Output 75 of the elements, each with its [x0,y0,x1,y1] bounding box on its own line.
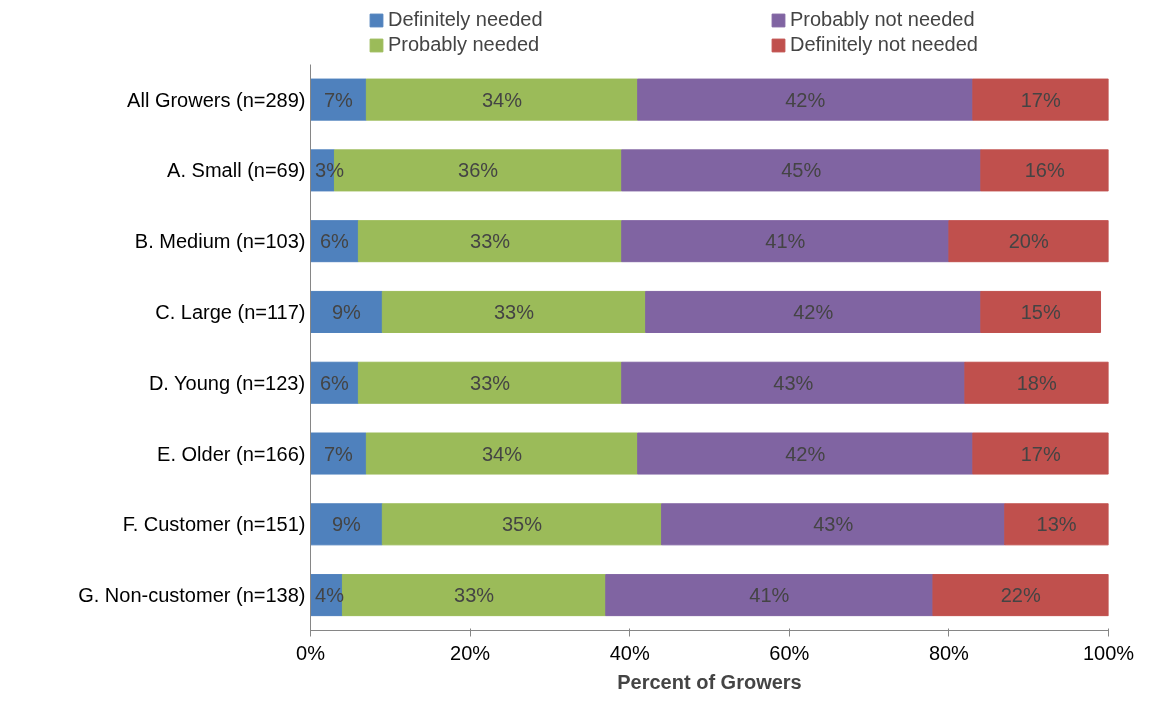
data-label: 41% [749,584,790,607]
x-tick-label: 40% [609,641,650,664]
bar [661,503,1006,546]
data-label: 22% [1000,584,1041,607]
legend-label: Definitely needed [388,8,544,31]
bar [310,78,367,121]
data-label: 34% [482,442,523,465]
data-label: 17% [1020,442,1061,465]
data-label: 41% [765,230,806,253]
bar [357,361,623,404]
data-label: 42% [793,300,834,323]
x-tick-label: 20% [450,641,491,664]
bar [972,432,1109,475]
bar [637,432,974,475]
x-tick-label: 100% [1082,641,1135,664]
data-label: 36% [458,159,499,182]
bar [637,78,974,121]
data-label: 6% [319,230,350,253]
bar [1004,503,1109,546]
x-tick-label: 60% [769,641,810,664]
bar [621,149,982,192]
data-label: 15% [1020,300,1061,323]
legend-label: Probably not needed [790,8,976,31]
bar [980,149,1109,192]
y-tick-label: F. Customer (n=151) [122,513,306,536]
data-label: 33% [454,584,495,607]
data-label: 35% [501,513,543,536]
data-label: 13% [1036,513,1077,536]
y-tick-label: C. Large (n=117) [155,300,306,323]
x-tick-label: 80% [928,641,970,664]
data-label: 16% [1024,159,1065,182]
bar [948,220,1109,263]
y-tick-label: B. Medium (n=103) [134,230,306,253]
bar [972,78,1109,121]
data-label: 20% [1008,230,1049,253]
data-label: 45% [781,159,822,182]
bar [310,290,383,333]
x-tick-label: 0% [296,641,326,664]
bar [365,432,639,475]
y-tick-label: A. Small (n=69) [167,159,306,182]
data-label: 18% [1016,371,1057,394]
bar [310,503,383,546]
bar [980,290,1102,333]
data-label: 42% [785,442,826,465]
data-label: 33% [470,371,511,394]
data-label: 43% [813,513,854,536]
data-label: 6% [319,371,350,394]
data-label: 17% [1020,88,1061,111]
data-label: 9% [331,300,362,323]
data-label: 9% [331,513,362,536]
bar [381,290,647,333]
data-label: 34% [482,88,523,111]
bar [310,432,367,475]
bar [381,503,663,546]
data-label: 7% [323,442,354,465]
bar [365,78,639,121]
legend-label: Probably needed [388,33,541,56]
bar [964,361,1109,404]
data-label: 33% [493,300,535,323]
data-label: 42% [785,88,826,111]
bar [605,574,934,617]
legend-label: Definitely not needed [790,33,979,56]
bar [357,220,623,263]
y-tick-label: E. Older (n=166) [157,442,306,465]
y-tick-label: All Growers (n=289) [127,88,306,111]
bar [932,574,1109,617]
data-label: 33% [470,230,511,253]
bar [645,290,982,333]
data-label: 7% [323,88,354,111]
y-tick-label: D. Young (n=123) [148,371,306,394]
x-axis-title: Percent of Growers [617,670,802,693]
bar [621,220,950,263]
data-label: 43% [773,371,814,394]
bar [621,361,966,404]
y-tick-label: G. Non-customer (n=138) [78,584,306,607]
